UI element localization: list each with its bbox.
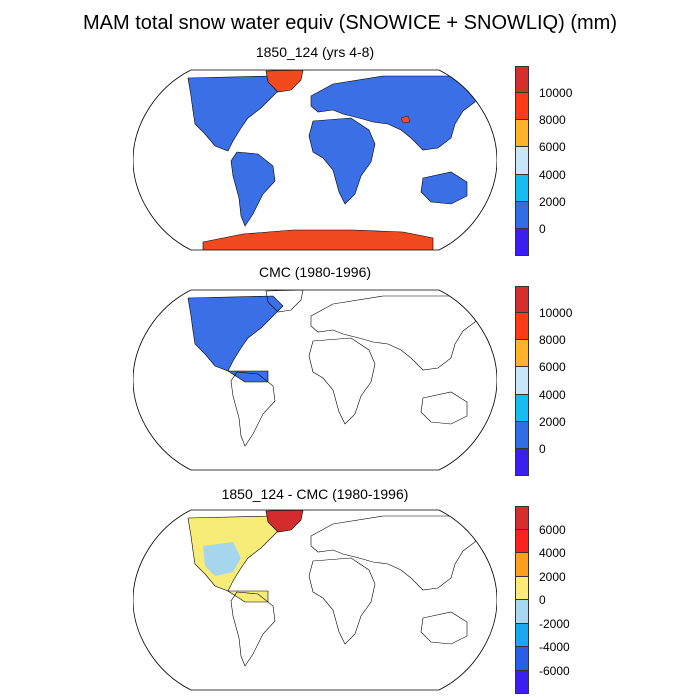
colorbar-tick-label: -4000 (539, 640, 570, 654)
greenland (265, 510, 304, 533)
antarctica (202, 229, 434, 250)
tibet-hotspot (400, 115, 411, 124)
colorbar-swatch (515, 66, 529, 94)
south-america (230, 591, 276, 667)
colorbar-tick-label: 6000 (539, 140, 566, 155)
colorbar-tick-label: -6000 (539, 663, 570, 678)
colorbar-swatch (515, 647, 529, 671)
australia (420, 391, 468, 425)
colorbar-tick-label: 2000 (539, 569, 566, 584)
colorbar-tick-label: 10000 (539, 306, 573, 321)
australia (420, 171, 468, 205)
colorbar-swatch (515, 623, 529, 647)
map-panel-2 (133, 289, 497, 471)
africa (308, 117, 376, 205)
colorbar-swatch (515, 421, 529, 449)
colorbar-tick-label: 6000 (539, 522, 566, 537)
colorbar-swatch (515, 367, 529, 395)
australia (420, 611, 468, 645)
colorbar-panel-2: 10000 8000 6000 4000 2000 0 (515, 286, 572, 476)
colorbar-swatch (515, 529, 529, 553)
blue-patch (203, 542, 241, 576)
africa (308, 337, 376, 425)
colorbar-swatch (515, 340, 529, 368)
panel-2-title: CMC (1980-1996) (258, 264, 372, 280)
colorbar-swatch (515, 670, 529, 694)
colorbar-swatch (515, 147, 529, 175)
figure-title: MAM total snow water equiv (SNOWICE + SN… (83, 12, 617, 34)
colorbar-tick-label: 2000 (539, 194, 566, 209)
greenland (265, 70, 304, 93)
colorbar-tick-label: 0 (539, 441, 546, 456)
colorbar-swatch (515, 286, 529, 314)
colorbar-swatch (515, 174, 529, 202)
colorbar-tick-label: 4000 (539, 167, 566, 182)
colorbar-swatch (515, 228, 529, 256)
colorbar-swatch (515, 448, 529, 476)
map-panel-3 (133, 509, 497, 691)
africa (308, 557, 376, 645)
colorbar-tick-label: 6000 (539, 360, 566, 375)
colorbar-swatch (515, 120, 529, 148)
colorbar-swatch (515, 201, 529, 229)
colorbar-swatch (515, 394, 529, 422)
panel-3-title: 1850_124 - CMC (1980-1996) (221, 486, 409, 502)
colorbar-swatch (515, 600, 529, 624)
colorbar-tick-label: 2000 (539, 414, 566, 429)
colorbar-swatch (515, 576, 529, 600)
colorbar-tick-label: -2000 (539, 616, 570, 631)
colorbar-tick-label: 8000 (539, 333, 566, 348)
greenland (265, 290, 304, 313)
colorbar-panel-1: 10000 8000 6000 4000 2000 0 (515, 66, 572, 256)
south-america (230, 371, 276, 447)
colorbar-tick-label: 4000 (539, 546, 566, 560)
colorbar-tick-label: 0 (539, 593, 546, 607)
eurasia (310, 295, 479, 371)
colorbar-swatch (515, 506, 529, 530)
colorbar-tick-label: 0 (539, 221, 546, 236)
south-america (230, 151, 276, 227)
colorbar-swatch (515, 313, 529, 341)
colorbar-swatch (515, 93, 529, 121)
eurasia (310, 515, 479, 591)
colorbar-tick-label: 4000 (539, 387, 566, 402)
colorbar-tick-label: 8000 (539, 113, 566, 128)
north-america (187, 295, 284, 372)
map-panel-1 (133, 69, 497, 251)
north-america (187, 75, 284, 152)
panel-1-title: 1850_124 (yrs 4-8) (255, 44, 375, 60)
colorbar-swatch (515, 553, 529, 577)
colorbar-panel-3: 6000 4000 2000 0 -2000 -4000 -6000 (515, 506, 570, 694)
colorbar-tick-label: 10000 (539, 86, 573, 101)
